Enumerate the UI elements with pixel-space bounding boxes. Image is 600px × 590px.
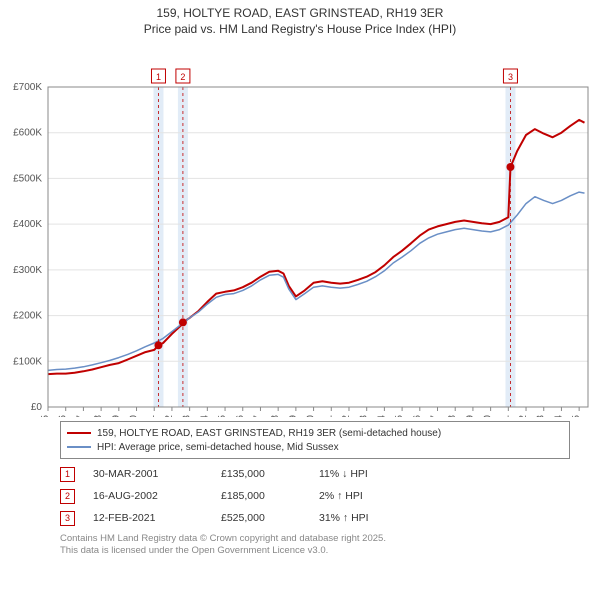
footnote-line-2: This data is licensed under the Open Gov… bbox=[60, 545, 570, 557]
svg-text:£400K: £400K bbox=[13, 219, 42, 230]
svg-text:1997: 1997 bbox=[75, 415, 86, 417]
svg-text:£0: £0 bbox=[31, 402, 43, 413]
legend-label: 159, HOLTYE ROAD, EAST GRINSTEAD, RH19 3… bbox=[97, 428, 441, 439]
svg-text:£500K: £500K bbox=[13, 174, 42, 185]
svg-text:2010: 2010 bbox=[306, 415, 317, 417]
svg-text:£600K: £600K bbox=[13, 128, 42, 139]
svg-text:2013: 2013 bbox=[359, 415, 370, 417]
footnote-line-1: Contains HM Land Registry data © Crown c… bbox=[60, 533, 570, 545]
svg-text:2006: 2006 bbox=[235, 415, 246, 417]
svg-text:1: 1 bbox=[156, 72, 161, 82]
svg-text:2009: 2009 bbox=[288, 415, 299, 417]
svg-text:2003: 2003 bbox=[182, 415, 193, 417]
svg-text:2005: 2005 bbox=[217, 415, 228, 417]
sale-price: £185,000 bbox=[221, 490, 301, 502]
svg-text:2017: 2017 bbox=[430, 415, 441, 417]
svg-text:2000: 2000 bbox=[129, 415, 140, 417]
sale-marker: 1 bbox=[60, 467, 75, 482]
sales-row: 2 16-AUG-2002 £185,000 2% ↑ HPI bbox=[60, 485, 570, 507]
sale-hpi: 2% ↑ HPI bbox=[319, 490, 409, 502]
sale-price: £135,000 bbox=[221, 468, 301, 480]
legend-label: HPI: Average price, semi-detached house,… bbox=[97, 442, 339, 453]
legend-swatch bbox=[67, 446, 91, 448]
sales-row: 3 12-FEB-2021 £525,000 31% ↑ HPI bbox=[60, 507, 570, 529]
legend-item: HPI: Average price, semi-detached house,… bbox=[67, 440, 563, 454]
footnote: Contains HM Land Registry data © Crown c… bbox=[60, 533, 570, 557]
svg-text:2008: 2008 bbox=[270, 415, 281, 417]
svg-text:1999: 1999 bbox=[111, 415, 122, 417]
legend-item: 159, HOLTYE ROAD, EAST GRINSTEAD, RH19 3… bbox=[67, 426, 563, 440]
svg-text:2016: 2016 bbox=[412, 415, 423, 417]
title-line-1: 159, HOLTYE ROAD, EAST GRINSTEAD, RH19 3… bbox=[0, 6, 600, 22]
svg-text:2018: 2018 bbox=[447, 415, 458, 417]
svg-text:£300K: £300K bbox=[13, 265, 42, 276]
sale-marker: 3 bbox=[60, 511, 75, 526]
price-chart-svg: £0 £100K £200K £300K £400K £500K £600K £700K 199… bbox=[0, 37, 600, 417]
svg-text:2001: 2001 bbox=[146, 415, 157, 417]
svg-text:£700K: £700K bbox=[13, 82, 42, 93]
svg-text:2024: 2024 bbox=[553, 415, 564, 417]
sale-hpi: 31% ↑ HPI bbox=[319, 512, 409, 524]
svg-text:1996: 1996 bbox=[58, 415, 69, 417]
svg-text:2025: 2025 bbox=[571, 415, 582, 417]
sales-row: 1 30-MAR-2001 £135,000 11% ↓ HPI bbox=[60, 463, 570, 485]
svg-text:£200K: £200K bbox=[13, 311, 42, 322]
sale-date: 16-AUG-2002 bbox=[93, 490, 203, 502]
chart-area: £0 £100K £200K £300K £400K £500K £600K £700K 199… bbox=[0, 37, 600, 417]
svg-text:2014: 2014 bbox=[376, 415, 387, 417]
sale-price: £525,000 bbox=[221, 512, 301, 524]
svg-text:2020: 2020 bbox=[483, 415, 494, 417]
svg-text:2023: 2023 bbox=[536, 415, 547, 417]
svg-text:2019: 2019 bbox=[465, 415, 476, 417]
title-line-2: Price paid vs. HM Land Registry's House … bbox=[0, 22, 600, 38]
svg-text:3: 3 bbox=[508, 72, 513, 82]
svg-text:2011: 2011 bbox=[323, 415, 334, 417]
svg-text:2002: 2002 bbox=[164, 415, 175, 417]
svg-text:2007: 2007 bbox=[252, 415, 263, 417]
sale-hpi: 11% ↓ HPI bbox=[319, 468, 409, 480]
svg-text:2022: 2022 bbox=[518, 415, 529, 417]
svg-text:2: 2 bbox=[180, 72, 185, 82]
svg-text:2004: 2004 bbox=[199, 415, 210, 417]
sales-table: 1 30-MAR-2001 £135,000 11% ↓ HPI 2 16-AUG-200… bbox=[60, 463, 570, 529]
svg-text:2021: 2021 bbox=[500, 415, 511, 417]
svg-text:£100K: £100K bbox=[13, 356, 42, 367]
svg-text:2012: 2012 bbox=[341, 415, 352, 417]
legend: 159, HOLTYE ROAD, EAST GRINSTEAD, RH19 3… bbox=[60, 421, 570, 459]
svg-text:2015: 2015 bbox=[394, 415, 405, 417]
legend-swatch bbox=[67, 432, 91, 434]
chart-title: 159, HOLTYE ROAD, EAST GRINSTEAD, RH19 3… bbox=[0, 0, 600, 37]
sale-marker: 2 bbox=[60, 489, 75, 504]
svg-text:1995: 1995 bbox=[40, 415, 51, 417]
svg-text:1998: 1998 bbox=[93, 415, 104, 417]
sale-date: 12-FEB-2021 bbox=[93, 512, 203, 524]
sale-date: 30-MAR-2001 bbox=[93, 468, 203, 480]
